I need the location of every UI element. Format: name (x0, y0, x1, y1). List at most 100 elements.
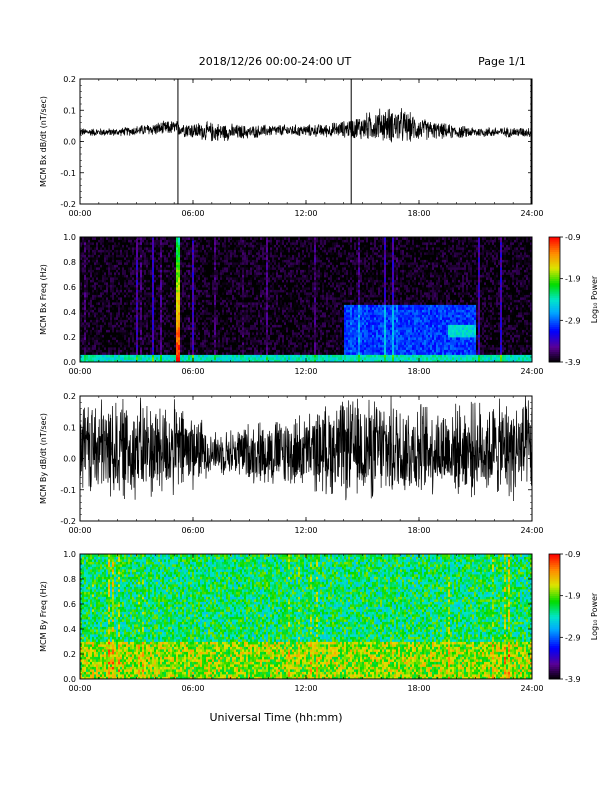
heatmap-cell (212, 284, 215, 288)
heatmap-cell (150, 249, 153, 253)
heatmap-cell (190, 274, 193, 278)
heatmap-cell (272, 239, 275, 243)
heatmap-cell (218, 339, 221, 343)
heatmap-cell (138, 357, 141, 360)
heatmap-cell (140, 257, 143, 260)
heatmap-cell (110, 262, 113, 265)
heatmap-cell (266, 297, 269, 300)
heatmap-cell (234, 337, 237, 340)
heatmap-cell (252, 302, 255, 305)
heatmap-cell (146, 334, 149, 338)
heatmap-cell (272, 302, 275, 305)
heatmap-cell (98, 324, 101, 328)
heatmap-cell (270, 277, 273, 280)
heatmap-cell (86, 324, 89, 328)
heatmap-cell (264, 322, 267, 325)
heatmap-cell (170, 262, 173, 265)
heatmap-cell (256, 357, 259, 360)
heatmap-cell (220, 349, 223, 353)
heatmap-cell (186, 332, 189, 335)
heatmap-cell (88, 329, 91, 333)
heatmap-cell (184, 254, 187, 258)
heatmap-cell (228, 324, 231, 328)
heatmap-cell (108, 302, 111, 305)
heatmap-cell (256, 324, 259, 328)
heatmap-cell (240, 267, 243, 270)
heatmap-cell (190, 319, 193, 323)
heatmap-cell (130, 309, 133, 313)
heatmap-cell (212, 247, 215, 250)
heatmap-cell (100, 284, 103, 288)
heatmap-cell (226, 337, 229, 340)
heatmap-cell (268, 324, 271, 328)
heatmap-cell (210, 289, 213, 293)
heatmap-cell (86, 334, 89, 338)
heatmap-cell (232, 347, 235, 350)
heatmap-cell (232, 277, 235, 280)
heatmap-cell (238, 249, 241, 253)
heatmap-cell (218, 237, 221, 240)
heatmap-cell (268, 267, 271, 270)
heatmap-cell (244, 329, 247, 333)
heatmap-cell (236, 309, 239, 313)
heatmap-cell (150, 309, 153, 313)
heatmap-cell (160, 357, 163, 360)
heatmap-cell (216, 302, 219, 305)
heatmap-cell (146, 287, 149, 290)
heatmap-cell (258, 272, 261, 275)
heatmap-cell (214, 324, 217, 328)
heatmap-cell (120, 352, 123, 355)
heatmap-cell (230, 322, 233, 325)
heatmap-cell (142, 247, 145, 250)
heatmap-cell (142, 259, 145, 263)
heatmap-cell (92, 342, 95, 345)
heatmap-cell (122, 352, 125, 355)
heatmap-cell (154, 304, 157, 308)
heatmap-cell (270, 239, 273, 243)
heatmap-cell (274, 334, 277, 338)
heatmap-cell (204, 249, 207, 253)
heatmap-cell (122, 257, 125, 260)
heatmap-cell (138, 277, 141, 280)
heatmap-cell (104, 277, 107, 280)
heatmap-cell (252, 254, 255, 258)
heatmap-cell (138, 317, 141, 320)
heatmap-cell (146, 332, 149, 335)
heatmap-cell (248, 267, 251, 270)
heatmap-cell (102, 337, 105, 340)
plot-area (80, 79, 532, 204)
heatmap-cell (264, 357, 267, 360)
heatmap-cell (142, 237, 145, 240)
heatmap-cell (168, 259, 171, 263)
heatmap-cell (134, 314, 137, 318)
heatmap-cell (164, 239, 167, 243)
heatmap-cell (180, 237, 183, 240)
heatmap-cell (98, 302, 101, 305)
heatmap-cell (224, 357, 227, 360)
heatmap-cell (112, 254, 115, 258)
heatmap-cell (230, 252, 233, 255)
heatmap-cell (252, 282, 255, 285)
heatmap-cell (106, 329, 109, 333)
heatmap-cell (110, 327, 113, 330)
heatmap-cell (96, 277, 99, 280)
heatmap-cell (260, 332, 263, 335)
heatmap-cell (214, 252, 217, 255)
heatmap-cell (114, 332, 117, 335)
heatmap-cell (250, 239, 253, 243)
heatmap-cell (136, 302, 139, 305)
heatmap-cell (268, 237, 271, 240)
heatmap-cell (222, 347, 225, 350)
heatmap-cell (86, 264, 89, 268)
heatmap-cell (228, 347, 231, 350)
heatmap-cell (186, 337, 189, 340)
heatmap-cell (266, 244, 269, 248)
heatmap-cell (188, 354, 191, 358)
heatmap-cell (144, 257, 147, 260)
heatmap-cell (100, 259, 103, 263)
heatmap-cell (196, 264, 199, 268)
heatmap-cell (252, 319, 255, 323)
heatmap-cell (134, 237, 137, 240)
heatmap-cell (168, 347, 171, 350)
heatmap-cell (84, 299, 87, 303)
